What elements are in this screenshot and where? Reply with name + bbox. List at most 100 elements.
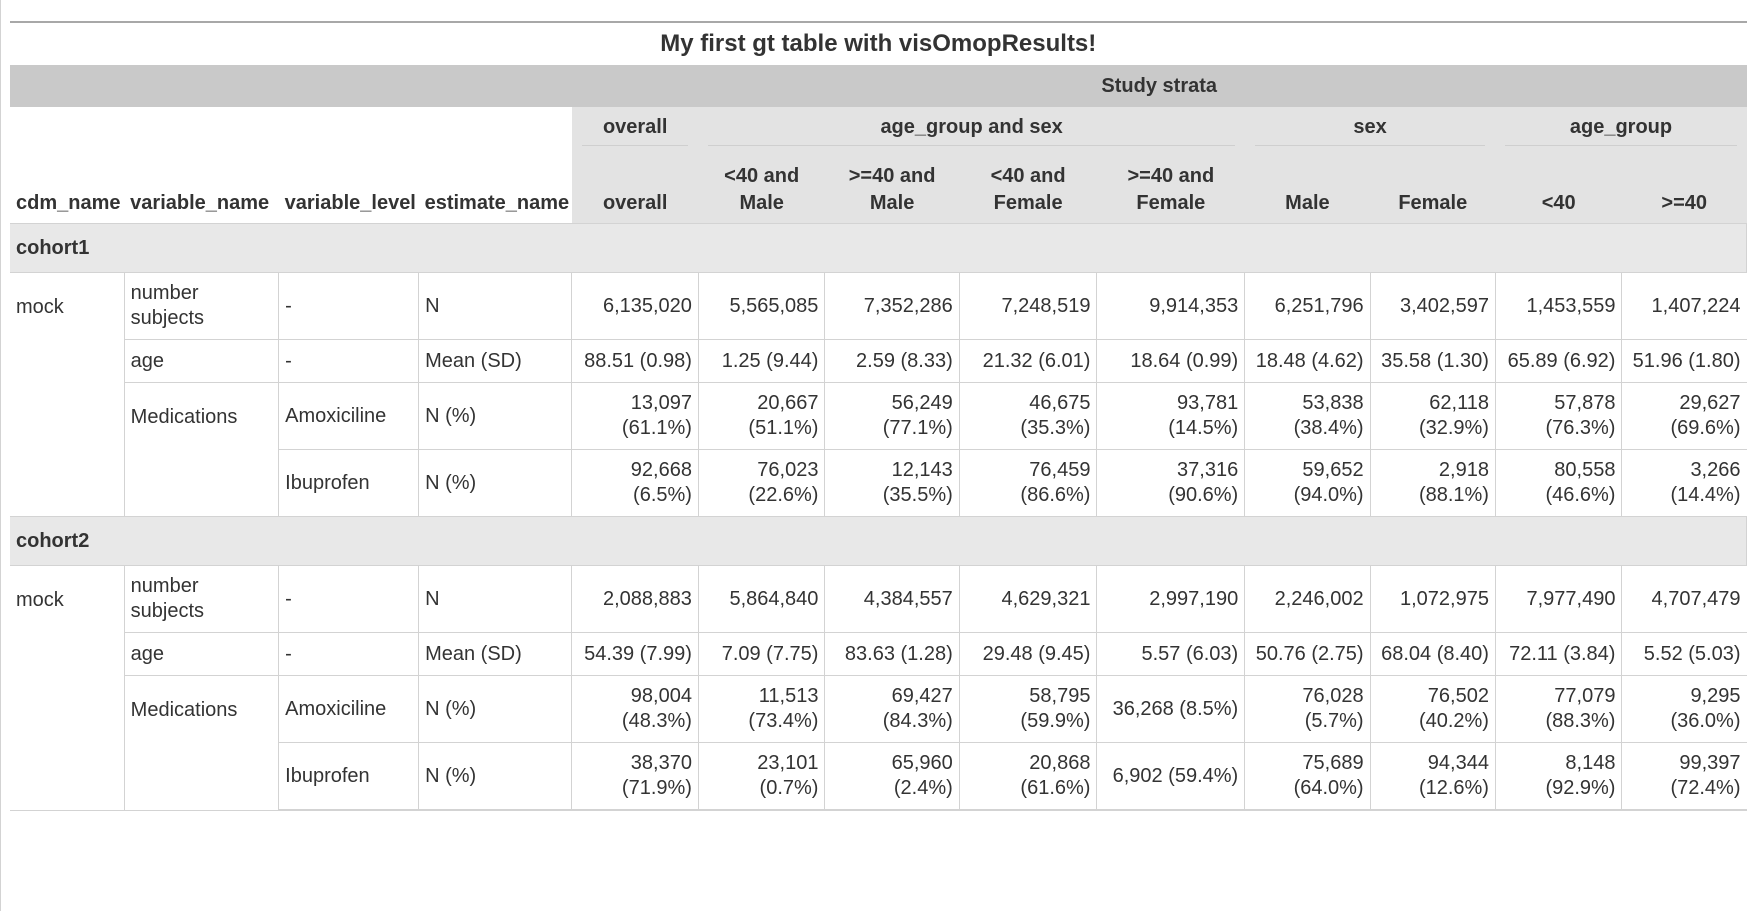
row-group-label: cohort2	[10, 516, 1747, 566]
value-cell: 72.11 (3.84)	[1495, 632, 1623, 676]
value-cell: 35.58 (1.30)	[1370, 339, 1496, 383]
value-cell: 4,707,479	[1621, 565, 1747, 633]
value-cell: 4,629,321	[959, 565, 1098, 633]
page-left-border	[0, 0, 1, 911]
header-cdm-name: cdm_name	[10, 147, 125, 224]
value-cell: 18.64 (0.99)	[1096, 339, 1246, 383]
stub-spacer	[10, 107, 572, 147]
column-header: <40	[1495, 147, 1622, 224]
value-cell: 3,266 (14.4%)	[1621, 449, 1747, 517]
variable-name-cell: age	[124, 339, 280, 383]
header-variable-name: variable_name	[124, 147, 279, 224]
column-header: >=40 and Female	[1096, 147, 1245, 224]
variable-level-cell: -	[278, 632, 420, 676]
value-cell: 51.96 (1.80)	[1621, 339, 1747, 383]
value-cell: 1.25 (9.44)	[698, 339, 826, 383]
column-header: overall	[571, 147, 699, 224]
value-cell: 57,878 (76.3%)	[1495, 382, 1623, 450]
column-header: >=40	[1621, 147, 1747, 224]
value-cell: 2,088,883	[571, 565, 699, 633]
variable-level-cell: -	[278, 339, 420, 383]
value-cell: 1,407,224	[1621, 272, 1747, 340]
value-cell: 21.32 (6.01)	[959, 339, 1098, 383]
value-cell: 1,072,975	[1370, 565, 1496, 633]
value-cell: 7,352,286	[824, 272, 960, 340]
spanner-overall: overall	[571, 107, 699, 147]
value-cell: 65,960 (2.4%)	[824, 742, 960, 811]
table-row: Medications Amoxiciline N (%) 13,097 (61.1%)…	[10, 382, 1747, 517]
estimate-name-cell: Mean (SD)	[418, 632, 573, 676]
table-row: mock number subjects - N 2,088,883 5,864,840 4,…	[10, 565, 1747, 811]
value-cell: 2,246,002	[1244, 565, 1371, 633]
value-cell: 23,101 (0.7%)	[698, 742, 826, 811]
value-cell: 29,627 (69.6%)	[1621, 382, 1747, 450]
table-row: Medications Amoxiciline N (%) 98,004 (48.3%)…	[10, 675, 1747, 811]
value-cell: 18.48 (4.62)	[1244, 339, 1371, 383]
variable-name-cell: Medications	[124, 675, 280, 811]
table-row: mock number subjects - N 6,135,020 5,565,085 7,…	[10, 272, 1747, 517]
variable-level-cell: Amoxiciline	[278, 675, 420, 743]
spanner-sex: sex	[1244, 107, 1496, 147]
value-cell: 76,459 (86.6%)	[959, 449, 1098, 517]
gt-table-container: My first gt table with visOmopResults! S…	[10, 21, 1747, 811]
value-cell: 6,251,796	[1244, 272, 1371, 340]
row-group-label: cohort1	[10, 223, 1747, 273]
value-cell: 5,864,840	[698, 565, 826, 633]
study-strata-spanner: Study strata	[571, 65, 1747, 107]
value-cell: 20,667 (51.1%)	[698, 382, 826, 450]
value-cell: 6,902 (59.4%)	[1096, 742, 1246, 811]
column-header: Male	[1244, 147, 1371, 224]
value-cell: 2.59 (8.33)	[824, 339, 960, 383]
value-cell: 53,838 (38.4%)	[1244, 382, 1371, 450]
table-row: Ibuprofen N (%) 92,668 (6.5%) 76,023 (22.6%) 1…	[10, 449, 1747, 517]
value-cell: 7,248,519	[959, 272, 1098, 340]
value-cell: 77,079 (88.3%)	[1495, 675, 1623, 743]
estimate-name-cell: N	[418, 565, 573, 633]
value-cell: 98,004 (48.3%)	[571, 675, 699, 743]
estimate-name-cell: Mean (SD)	[418, 339, 573, 383]
value-cell: 5.52 (5.03)	[1621, 632, 1747, 676]
value-cell: 62,118 (32.9%)	[1370, 382, 1496, 450]
header-variable-level: variable_level	[278, 147, 419, 224]
estimate-name-cell: N	[418, 272, 573, 340]
value-cell: 76,502 (40.2%)	[1370, 675, 1496, 743]
spanner-age-group-and-sex: age_group and sex	[698, 107, 1245, 147]
column-header: >=40 and Male	[824, 147, 960, 224]
value-cell: 46,675 (35.3%)	[959, 382, 1098, 450]
table-row: age - Mean (SD) 88.51 (0.98) 1.25 (9.44) 2.59…	[10, 339, 1747, 383]
value-cell: 99,397 (72.4%)	[1621, 742, 1747, 811]
value-cell: 29.48 (9.45)	[959, 632, 1098, 676]
value-cell: 50.76 (2.75)	[1244, 632, 1371, 676]
value-cell: 20,868 (61.6%)	[959, 742, 1098, 811]
value-cell: 93,781 (14.5%)	[1096, 382, 1246, 450]
value-cell: 76,023 (22.6%)	[698, 449, 826, 517]
table-title: My first gt table with visOmopResults!	[10, 21, 1747, 65]
value-cell: 59,652 (94.0%)	[1244, 449, 1371, 517]
value-cell: 75,689 (64.0%)	[1244, 742, 1371, 811]
cdm-name-cell: mock	[10, 565, 125, 811]
value-cell: 3,402,597	[1370, 272, 1496, 340]
value-cell: 56,249 (77.1%)	[824, 382, 960, 450]
value-cell: 94,344 (12.6%)	[1370, 742, 1496, 811]
value-cell: 38,370 (71.9%)	[571, 742, 699, 811]
value-cell: 88.51 (0.98)	[571, 339, 699, 383]
stub-spacer	[10, 65, 572, 107]
table-row: Ibuprofen N (%) 38,370 (71.9%) 23,101 (0.7%) 6…	[10, 742, 1747, 811]
table-body: cohort1 mock number subjects - N 6,135,020 5,56…	[10, 223, 1747, 811]
variable-level-cell: Ibuprofen	[278, 742, 420, 811]
estimate-name-cell: N (%)	[418, 382, 573, 450]
variable-name-cell: number subjects	[124, 272, 280, 340]
variable-level-cell: -	[278, 565, 420, 633]
value-cell: 65.89 (6.92)	[1495, 339, 1623, 383]
table-row: age - Mean (SD) 54.39 (7.99) 7.09 (7.75) 83.6…	[10, 632, 1747, 676]
value-cell: 1,453,559	[1495, 272, 1623, 340]
value-cell: 69,427 (84.3%)	[824, 675, 960, 743]
value-cell: 58,795 (59.9%)	[959, 675, 1098, 743]
value-cell: 12,143 (35.5%)	[824, 449, 960, 517]
value-cell: 2,918 (88.1%)	[1370, 449, 1496, 517]
value-cell: 54.39 (7.99)	[571, 632, 699, 676]
value-cell: 37,316 (90.6%)	[1096, 449, 1246, 517]
value-cell: 80,558 (46.6%)	[1495, 449, 1623, 517]
value-cell: 7.09 (7.75)	[698, 632, 826, 676]
value-cell: 9,914,353	[1096, 272, 1246, 340]
